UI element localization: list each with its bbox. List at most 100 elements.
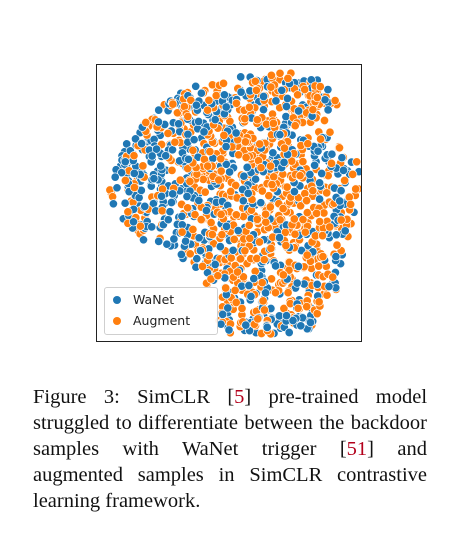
scatter-point xyxy=(255,139,265,149)
scatter-point xyxy=(218,78,229,88)
scatter-point xyxy=(269,172,279,182)
scatter-point xyxy=(137,139,147,149)
scatter-point xyxy=(267,180,277,190)
scatter-point xyxy=(256,198,266,208)
scatter-point xyxy=(268,148,278,158)
scatter-point xyxy=(281,240,291,251)
scatter-point xyxy=(149,174,159,184)
scatter-point xyxy=(120,157,130,167)
scatter-point xyxy=(317,168,327,179)
scatter-point xyxy=(290,121,300,131)
scatter-point xyxy=(154,105,164,115)
scatter-point xyxy=(207,229,217,240)
scatter-point xyxy=(204,251,214,261)
scatter-point xyxy=(231,98,241,108)
scatter-point xyxy=(322,290,332,300)
scatter-point xyxy=(244,220,254,230)
scatter-point xyxy=(240,114,250,124)
scatter-point xyxy=(325,127,335,137)
scatter-point xyxy=(302,196,312,206)
legend-marker-augment xyxy=(113,316,121,325)
scatter-point xyxy=(313,146,323,156)
tsne-scatter-plot xyxy=(105,68,361,339)
scatter-point xyxy=(314,261,324,271)
scatter-point xyxy=(308,186,318,196)
scatter-point xyxy=(256,163,266,173)
scatter-point xyxy=(326,158,337,168)
scatter-point xyxy=(275,215,285,225)
scatter-point xyxy=(288,315,298,326)
scatter-point xyxy=(234,150,244,160)
scatter-point xyxy=(189,135,199,145)
scatter-point xyxy=(259,255,269,265)
scatter-point xyxy=(196,88,206,98)
scatter-point xyxy=(215,242,225,252)
scatter-point xyxy=(338,165,349,175)
scatter-point xyxy=(138,161,148,171)
scatter-point xyxy=(166,197,177,208)
scatter-point xyxy=(232,267,243,277)
scatter-point xyxy=(200,187,210,197)
scatter-point xyxy=(169,234,179,244)
scatter-point xyxy=(197,261,208,271)
scatter-point xyxy=(221,283,231,293)
scatter-point xyxy=(138,235,149,245)
scatter-point xyxy=(190,210,200,220)
scatter-point xyxy=(216,154,226,164)
scatter-point xyxy=(264,191,274,201)
scatter-point xyxy=(163,215,173,225)
scatter-point xyxy=(277,85,287,95)
scatter-point xyxy=(279,143,290,153)
scatter-point xyxy=(206,218,216,228)
caption-text-2: ] pre-trained model struggled to differe… xyxy=(33,386,428,460)
scatter-point xyxy=(312,208,322,218)
scatter-point xyxy=(210,259,220,270)
scatter-point xyxy=(129,151,139,161)
scatter-point xyxy=(253,314,263,324)
scatter-point xyxy=(167,165,177,175)
scatter-point xyxy=(218,309,228,319)
scatter-point xyxy=(204,95,214,105)
legend: WaNet Augment xyxy=(104,287,218,335)
scatter-point xyxy=(303,139,313,149)
scatter-point xyxy=(302,208,312,218)
scatter-point xyxy=(221,159,231,169)
scatter-point xyxy=(240,246,250,256)
scatter-point xyxy=(241,320,251,330)
scatter-point xyxy=(238,272,248,282)
scatter-point xyxy=(157,191,167,201)
scatter-point xyxy=(223,303,233,313)
scatter-point xyxy=(185,176,195,187)
scatter-point xyxy=(259,91,269,102)
scatter-point xyxy=(352,157,361,167)
scatter-point xyxy=(249,274,259,284)
scatter-point xyxy=(217,230,227,240)
scatter-point xyxy=(203,161,213,171)
scatter-point xyxy=(242,162,252,172)
scatter-point xyxy=(315,82,325,92)
scatter-point xyxy=(281,311,292,321)
scatter-point xyxy=(221,221,232,231)
scatter-point xyxy=(192,254,202,264)
scatter-point xyxy=(323,105,333,115)
scatter-point xyxy=(154,236,164,246)
scatter-point xyxy=(292,278,302,288)
scatter-point xyxy=(245,233,255,243)
citation-5[interactable]: 5 xyxy=(234,386,245,408)
scatter-point xyxy=(244,102,254,112)
scatter-point xyxy=(123,207,133,217)
scatter-point xyxy=(257,186,267,196)
scatter-point xyxy=(283,73,293,83)
scatter-point xyxy=(236,254,246,264)
scatter-point xyxy=(293,90,303,100)
scatter-point xyxy=(261,288,271,298)
scatter-point xyxy=(236,87,246,97)
scatter-point xyxy=(177,227,187,237)
citation-51[interactable]: 51 xyxy=(346,438,368,460)
scatter-point xyxy=(348,169,358,179)
scatter-point xyxy=(254,237,265,247)
scatter-point xyxy=(237,303,247,314)
legend-item-wanet: WaNet xyxy=(113,291,174,309)
scatter-point xyxy=(182,191,192,202)
scatter-point xyxy=(156,161,166,171)
